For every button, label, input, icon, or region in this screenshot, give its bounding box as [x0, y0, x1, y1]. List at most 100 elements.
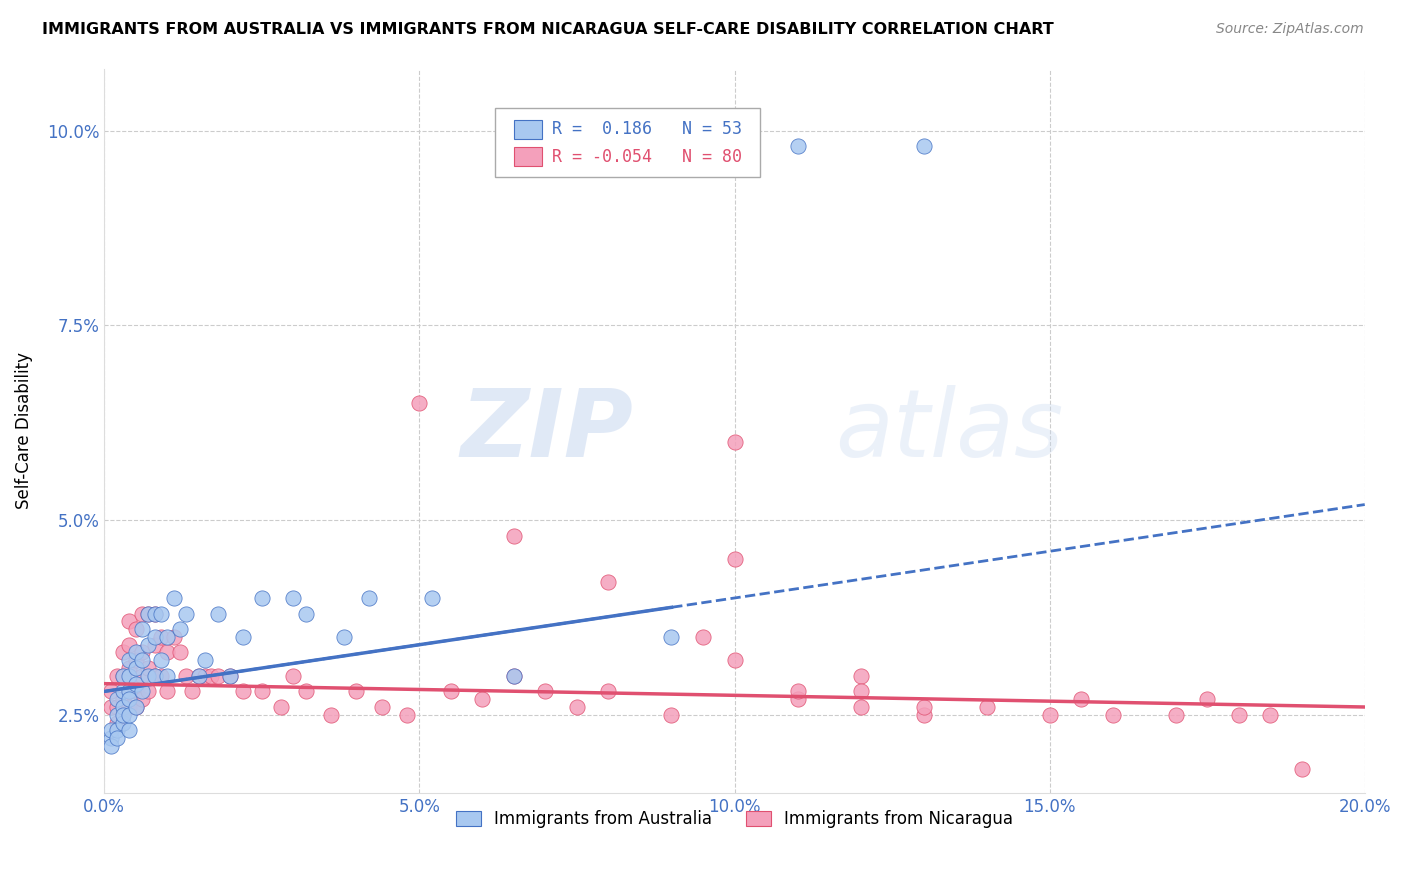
Point: [118, 723, 141, 738]
Point: [149, 669, 172, 683]
Point: [112, 707, 135, 722]
Point: [125, 700, 148, 714]
Point: [849, 669, 872, 683]
Point: [332, 630, 354, 644]
Point: [118, 707, 141, 722]
Point: [118, 615, 141, 629]
Point: [370, 700, 392, 714]
Point: [149, 607, 172, 621]
Point: [503, 669, 526, 683]
Point: [138, 661, 160, 675]
Point: [125, 700, 148, 714]
Point: [786, 692, 808, 706]
Point: [125, 646, 148, 660]
Point: [283, 669, 305, 683]
Point: [1070, 692, 1092, 706]
Point: [149, 630, 172, 644]
Point: [283, 591, 305, 605]
Text: R =  0.186   N = 53: R = 0.186 N = 53: [551, 120, 742, 138]
Point: [138, 684, 160, 698]
Point: [169, 622, 191, 636]
Point: [1164, 707, 1187, 722]
Point: [598, 684, 620, 698]
Point: [112, 700, 135, 714]
Point: [156, 630, 179, 644]
Point: [143, 607, 166, 621]
Point: [1258, 707, 1281, 722]
Point: [100, 731, 122, 746]
FancyBboxPatch shape: [495, 108, 759, 178]
Point: [100, 700, 122, 714]
Point: [112, 646, 135, 660]
Point: [149, 653, 172, 667]
Point: [661, 630, 683, 644]
Point: [118, 692, 141, 706]
Point: [200, 669, 222, 683]
Point: [143, 607, 166, 621]
Point: [131, 607, 153, 621]
Y-axis label: Self-Care Disability: Self-Care Disability: [15, 352, 32, 509]
Point: [162, 630, 184, 644]
Point: [420, 591, 443, 605]
Point: [131, 692, 153, 706]
Point: [112, 669, 135, 683]
Point: [250, 591, 273, 605]
Point: [723, 653, 745, 667]
Point: [1227, 707, 1250, 722]
Point: [131, 622, 153, 636]
Point: [125, 653, 148, 667]
Bar: [515, 147, 541, 166]
Point: [503, 529, 526, 543]
Point: [440, 684, 463, 698]
Point: [118, 700, 141, 714]
Point: [250, 684, 273, 698]
Point: [112, 684, 135, 698]
Point: [207, 607, 229, 621]
Point: [912, 139, 935, 153]
Point: [143, 630, 166, 644]
Point: [849, 700, 872, 714]
Point: [174, 669, 197, 683]
Point: [105, 723, 128, 738]
Point: [118, 669, 141, 683]
Point: [143, 638, 166, 652]
Point: [219, 669, 242, 683]
Point: [194, 669, 217, 683]
Point: [321, 707, 343, 722]
Point: [112, 669, 135, 683]
Point: [131, 653, 153, 667]
Point: [100, 723, 122, 738]
Point: [723, 435, 745, 450]
Point: [105, 731, 128, 746]
Point: [105, 715, 128, 730]
Point: [100, 684, 122, 698]
Point: [156, 646, 179, 660]
Point: [181, 684, 204, 698]
Point: [503, 669, 526, 683]
Point: [976, 700, 998, 714]
Point: [408, 396, 430, 410]
Point: [295, 607, 318, 621]
Point: [232, 684, 254, 698]
Point: [194, 653, 217, 667]
Point: [125, 622, 148, 636]
Point: [534, 684, 557, 698]
Point: [270, 700, 292, 714]
Point: [105, 692, 128, 706]
Point: [138, 669, 160, 683]
Point: [131, 684, 153, 698]
Point: [105, 700, 128, 714]
Point: [125, 661, 148, 675]
Point: [118, 638, 141, 652]
Point: [912, 700, 935, 714]
Point: [232, 630, 254, 644]
Point: [118, 661, 141, 675]
Point: [118, 653, 141, 667]
Point: [125, 676, 148, 690]
Point: [156, 684, 179, 698]
Point: [187, 669, 209, 683]
Point: [112, 715, 135, 730]
Point: [187, 669, 209, 683]
Point: [1101, 707, 1123, 722]
Point: [105, 669, 128, 683]
